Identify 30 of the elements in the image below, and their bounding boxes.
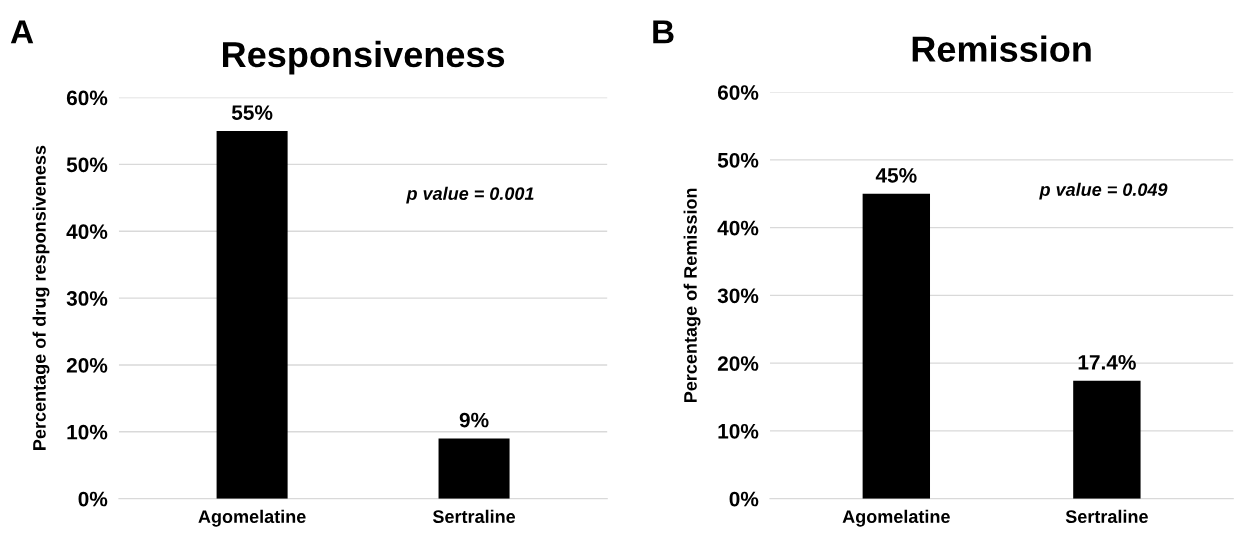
- y-tick-label: 20%: [717, 356, 759, 371]
- y-tick-label: 20%: [66, 357, 108, 373]
- y-tick-label: 40%: [66, 224, 108, 240]
- y-axis-title: Percentage of Remission: [683, 188, 701, 403]
- y-tick-label: 0%: [78, 491, 108, 507]
- annotation: p value = 0.049: [1039, 182, 1168, 200]
- y-tick-label: 10%: [718, 423, 759, 439]
- y-tick-label: 10%: [67, 424, 108, 440]
- text: A: [10, 20, 34, 44]
- data-label: 45%: [875, 168, 917, 183]
- y-tick-label: 40%: [717, 220, 759, 236]
- chart-title: Responsiveness: [223, 40, 505, 75]
- data-label: 9%: [459, 412, 489, 428]
- y-tick-label: 50%: [717, 152, 759, 168]
- chart-title: Remission: [912, 35, 1091, 62]
- x-tick-label: Sertraline: [432, 509, 516, 524]
- data-label: 17.4%: [1078, 354, 1136, 370]
- x-tick-label: Agomelatine: [842, 509, 950, 527]
- x-tick-label: Agomelatine: [198, 509, 306, 527]
- y-tick-label: 60%: [717, 85, 759, 100]
- data-label: 55%: [231, 105, 273, 120]
- x-tick-label: Sertraline: [1065, 509, 1148, 524]
- y-tick-label: 30%: [717, 288, 759, 304]
- text: B: [653, 20, 674, 44]
- y-tick-label: 0%: [729, 491, 759, 507]
- annotation: p value = 0.001: [406, 186, 534, 204]
- y-axis-title: Percentage of drug responsiveness: [32, 145, 50, 450]
- y-tick-label: 50%: [66, 157, 108, 173]
- y-tick-label: 60%: [66, 90, 108, 106]
- y-tick-label: 30%: [66, 291, 108, 306]
